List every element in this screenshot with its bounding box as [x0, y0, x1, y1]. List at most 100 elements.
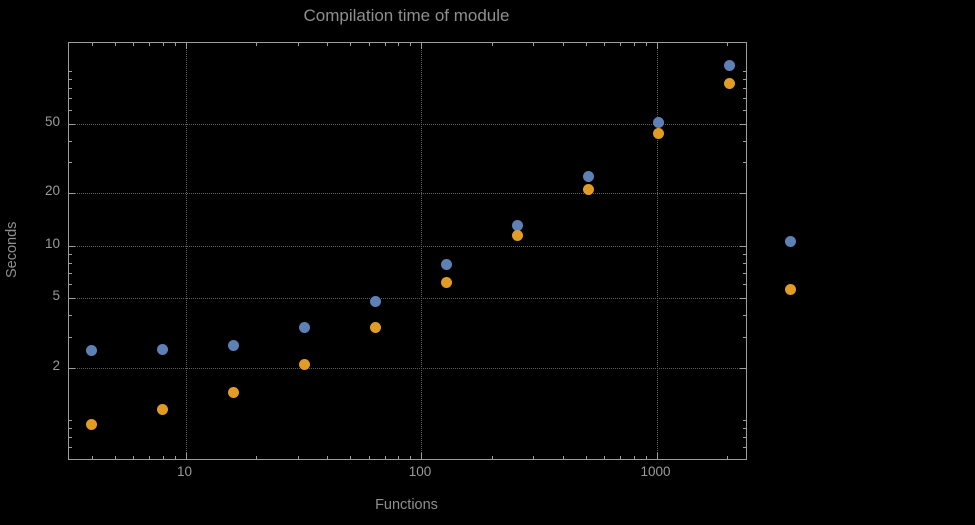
x-tick-mark	[384, 456, 386, 459]
data-point-series-2	[86, 418, 98, 430]
x-gridline	[421, 43, 422, 459]
y-tick-mark	[743, 459, 746, 460]
y-tick-mark	[740, 367, 746, 369]
x-tick-mark	[327, 456, 329, 459]
y-tick-mark	[743, 420, 746, 422]
y-tick-mark	[743, 71, 746, 73]
y-tick-mark	[69, 262, 72, 264]
y-tick-label: 50	[44, 113, 60, 129]
x-tick-mark	[174, 456, 176, 459]
data-point-series-1	[228, 339, 240, 351]
y-tick-mark	[69, 88, 72, 90]
y-tick-mark	[69, 337, 72, 338]
y-tick-mark	[69, 79, 72, 81]
y-tick-mark	[69, 428, 72, 430]
data-point-series-2	[228, 386, 240, 398]
x-tick-mark	[491, 456, 493, 459]
x-tick-mark	[633, 456, 635, 459]
y-tick-mark	[743, 109, 746, 111]
y-tick-mark	[69, 420, 72, 422]
y-tick-mark	[743, 428, 746, 430]
x-tick-mark	[645, 43, 647, 46]
y-tick-mark	[69, 162, 72, 164]
y-tick-mark	[743, 284, 746, 286]
x-tick-label: 100	[408, 464, 432, 479]
data-point-series-1	[582, 170, 594, 182]
x-tick-mark	[185, 453, 187, 459]
data-point-series-1	[653, 116, 665, 128]
x-tick-mark	[114, 456, 116, 459]
y-tick-mark	[743, 98, 746, 100]
y-tick-mark	[69, 245, 75, 247]
x-tick-mark	[398, 456, 400, 459]
x-tick-mark	[562, 43, 564, 46]
x-tick-mark	[174, 43, 176, 46]
y-tick-mark	[743, 315, 746, 317]
y-tick-mark	[743, 447, 746, 449]
data-point-series-1	[86, 345, 98, 357]
y-gridline	[69, 193, 746, 195]
y-tick-mark	[740, 123, 746, 125]
x-tick-mark	[133, 456, 135, 459]
x-tick-mark	[421, 43, 422, 49]
y-tick-mark	[743, 272, 746, 274]
x-tick-mark	[585, 456, 587, 459]
x-tick-mark	[162, 43, 164, 46]
y-tick-mark	[69, 284, 72, 286]
x-tick-mark	[604, 43, 606, 46]
y-tick-mark	[69, 98, 72, 100]
x-tick-label: 10	[176, 464, 193, 479]
data-point-series-2	[299, 358, 310, 370]
y-tick-mark	[743, 337, 746, 338]
data-point-series-1	[369, 295, 381, 307]
y-tick-mark	[69, 123, 75, 125]
x-tick-mark	[297, 43, 299, 46]
x-tick-mark	[533, 43, 535, 46]
y-tick-mark	[69, 109, 72, 111]
y-tick-mark	[740, 298, 746, 300]
x-tick-mark	[491, 43, 493, 46]
x-tick-mark	[162, 456, 164, 459]
data-point-series-2	[511, 229, 523, 241]
y-tick-label: 2	[52, 357, 60, 373]
x-tick-mark	[398, 43, 400, 46]
data-point-series-1	[299, 322, 310, 333]
data-point-series-2	[653, 127, 665, 139]
y-tick-mark	[743, 262, 746, 264]
legend-marker-series-2	[785, 284, 796, 295]
y-gridline	[69, 245, 746, 247]
y-tick-label: 20	[44, 183, 60, 199]
x-tick-mark	[585, 43, 587, 46]
x-gridline	[185, 43, 187, 459]
x-tick-mark	[410, 43, 412, 46]
data-point-series-2	[369, 322, 381, 333]
y-tick-mark	[69, 253, 72, 255]
data-point-series-2	[582, 184, 594, 195]
data-point-series-2	[440, 276, 452, 288]
y-tick-label: 10	[44, 235, 60, 251]
x-tick-mark	[149, 456, 150, 459]
x-tick-mark	[384, 43, 386, 46]
data-point-series-1	[724, 59, 736, 71]
x-tick-mark	[350, 456, 352, 459]
x-axis-label: Functions	[375, 497, 438, 513]
data-point-series-1	[440, 259, 452, 271]
y-tick-mark	[69, 437, 72, 439]
y-tick-mark	[743, 162, 746, 164]
y-tick-mark	[740, 245, 746, 247]
x-tick-mark	[368, 43, 370, 46]
y-tick-label: 5	[52, 288, 60, 304]
chart-title: Compilation time of module	[303, 6, 510, 25]
data-point-series-2	[724, 78, 736, 89]
x-tick-mark	[645, 456, 647, 459]
x-tick-mark	[620, 456, 621, 459]
x-tick-mark	[149, 43, 150, 46]
y-tick-mark	[743, 79, 746, 81]
x-tick-mark	[620, 43, 621, 46]
x-gridline	[656, 43, 658, 459]
x-tick-mark	[656, 453, 658, 459]
plot-area	[68, 42, 747, 460]
x-tick-mark	[562, 456, 564, 459]
x-tick-mark	[604, 456, 606, 459]
